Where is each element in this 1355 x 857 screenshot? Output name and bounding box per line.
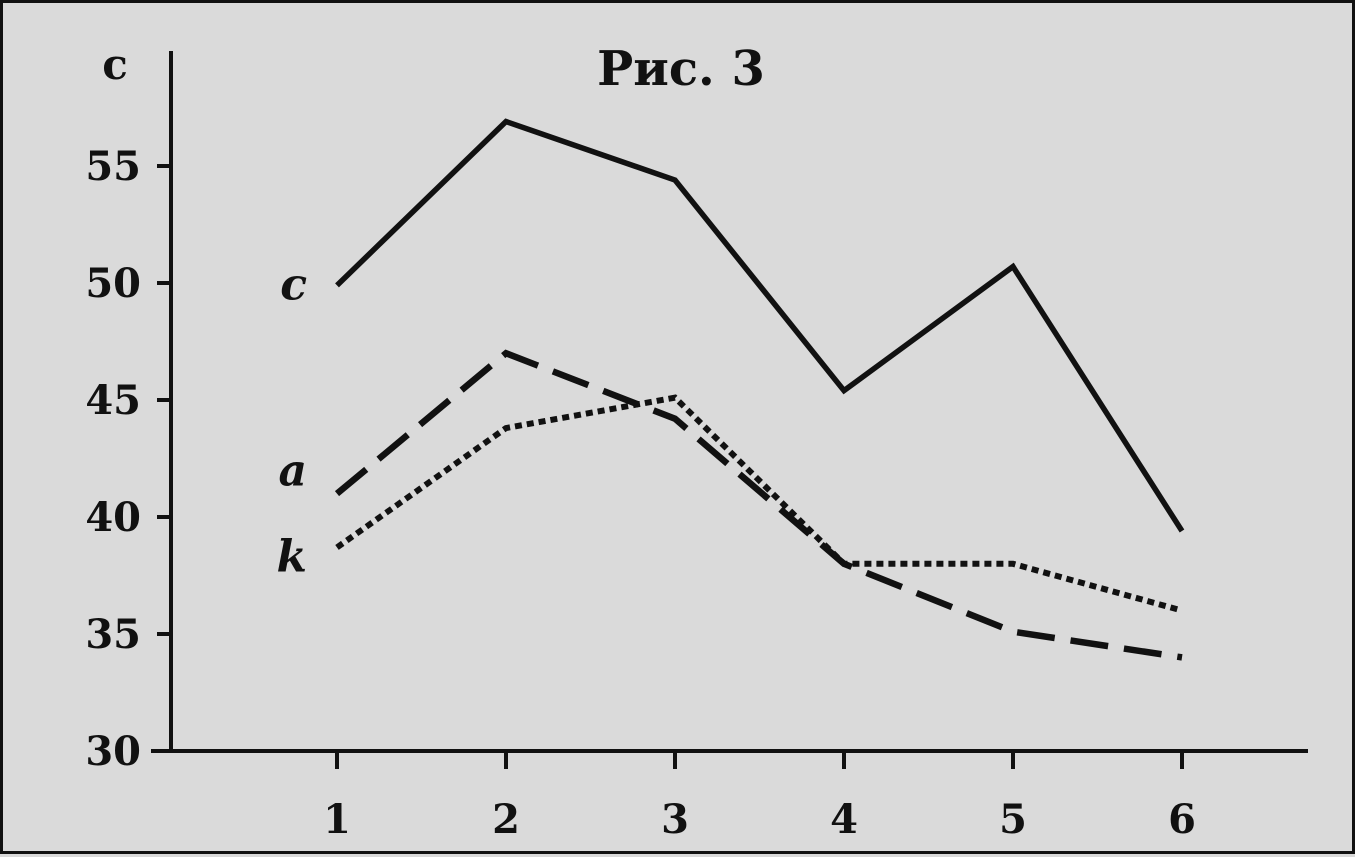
x-tick-label: 4 xyxy=(830,796,858,843)
x-tick-label: 5 xyxy=(999,796,1027,843)
chart-title: Рис. 3 xyxy=(597,41,765,97)
x-tick-label: 6 xyxy=(1168,796,1196,843)
series-line-c xyxy=(337,122,1182,531)
x-ticks: 1 2 3 4 5 6 xyxy=(323,751,1196,843)
series-label-a: a xyxy=(278,446,307,497)
y-tick-label: 55 xyxy=(85,143,141,190)
series-label-c: c xyxy=(280,259,307,310)
series-lines xyxy=(337,122,1182,658)
y-tick-label: 45 xyxy=(85,377,141,424)
series-labels: c ak xyxy=(277,259,308,582)
y-tick-label: 50 xyxy=(85,260,141,307)
x-tick-label: 3 xyxy=(661,796,689,843)
y-ticks: 30 35 40 45 50 55 xyxy=(85,143,171,775)
x-tick-label: 1 xyxy=(323,796,351,843)
series-line-a xyxy=(337,353,1182,657)
y-tick-label: 35 xyxy=(85,611,141,658)
y-tick-label: 30 xyxy=(85,728,141,775)
series-line-k xyxy=(337,398,1182,611)
y-tick-label: 40 xyxy=(85,494,141,541)
series-label-k: k xyxy=(277,531,308,582)
axes xyxy=(151,51,1308,751)
y-axis-label: с xyxy=(102,40,128,89)
x-tick-label: 2 xyxy=(492,796,520,843)
